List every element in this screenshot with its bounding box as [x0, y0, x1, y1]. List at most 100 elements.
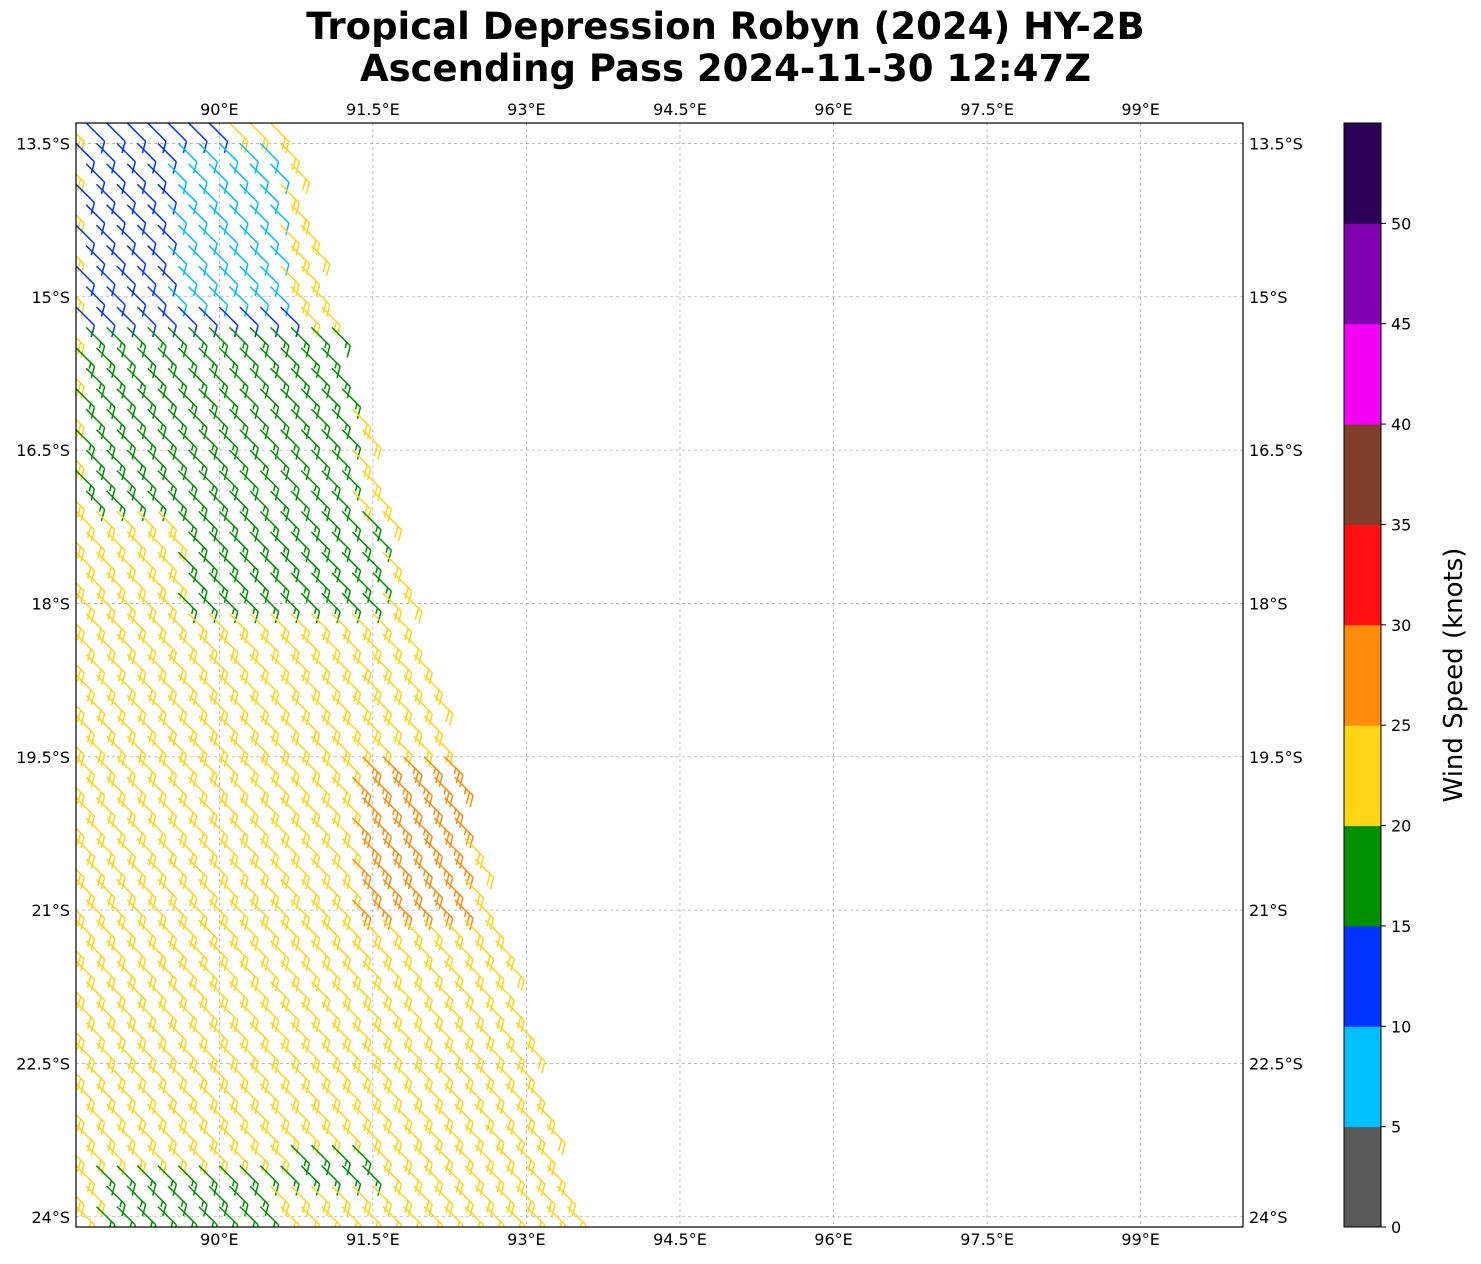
wind-barb: [106, 776, 126, 808]
wind-barb: [177, 878, 198, 910]
wind-barb: [300, 388, 321, 419]
colorbar-title: Wind Speed (knots): [1439, 548, 1469, 803]
wind-barb: [259, 470, 280, 501]
wind-barb: [126, 940, 147, 971]
wind-barb: [484, 1001, 505, 1033]
wind-barb: [147, 1226, 149, 1227]
wind-barb: [208, 654, 229, 685]
wind-barb: [269, 776, 290, 808]
wind-barb: [382, 510, 403, 542]
wind-barb: [321, 592, 341, 624]
wind-barb: [229, 817, 249, 849]
wind-barb: [147, 776, 167, 808]
wind-barb: [269, 367, 290, 399]
y-tick-label-right: 13.5°S: [1249, 134, 1303, 153]
wind-barb: [116, 347, 137, 379]
wind-barb: [362, 715, 382, 747]
wind-barb: [269, 735, 290, 767]
wind-barb: [525, 1124, 546, 1155]
wind-barb: [126, 1022, 147, 1053]
wind-barb: [331, 572, 352, 603]
wind-barb: [136, 265, 157, 297]
wind-barb: [198, 183, 218, 215]
wind-barb: [239, 510, 259, 542]
wind-barb: [229, 940, 249, 971]
wind-barb: [290, 1103, 311, 1135]
wind-barb: [116, 838, 137, 869]
wind-barb: [341, 756, 362, 787]
wind-barb: [259, 510, 280, 542]
wind-barb: [239, 1083, 259, 1115]
wind-barb: [249, 776, 270, 808]
wind-barb: [290, 776, 311, 808]
wind-barb: [76, 142, 96, 174]
wind-barb: [321, 1001, 341, 1033]
colorbar-tick-label: 35: [1391, 515, 1411, 534]
wind-barb: [300, 265, 321, 297]
wind-barb: [218, 1083, 239, 1115]
wind-barb: [433, 694, 454, 726]
wind-barb: [321, 388, 341, 419]
wind-barb: [372, 613, 393, 644]
wind-barb: [362, 429, 382, 460]
wind-barb: [495, 1103, 515, 1135]
wind-barb: [76, 429, 96, 460]
wind-barb: [198, 142, 218, 174]
wind-barb: [229, 286, 249, 317]
wind-barb: [464, 1042, 485, 1074]
wind-barb: [177, 1165, 198, 1196]
wind-barb: [249, 531, 270, 563]
wind-barb: [147, 326, 167, 358]
wind-barb: [177, 306, 198, 338]
wind-barb: [167, 981, 188, 1012]
wind-barb: [403, 919, 423, 951]
wind-barb: [454, 1226, 456, 1227]
wind-barb: [310, 286, 331, 317]
wind-barb: [536, 1103, 556, 1135]
wind-barb: [270, 1226, 272, 1227]
wind-barb: [484, 1165, 505, 1196]
wind-barb: [239, 224, 259, 256]
wind-barb: [218, 592, 239, 624]
wind-barb: [76, 213, 85, 235]
wind-barb: [484, 1083, 505, 1115]
wind-barb: [280, 306, 300, 338]
wind-barb: [351, 1062, 372, 1094]
wind-barb: [341, 838, 362, 869]
wind-barb: [249, 490, 270, 522]
wind-barb: [290, 858, 311, 890]
wind-barb: [116, 715, 137, 747]
wind-barb: [76, 173, 85, 195]
wind-barb: [310, 449, 331, 481]
wind-barb: [106, 981, 126, 1012]
wind-barb: [403, 1165, 423, 1196]
wind-barb: [382, 756, 403, 787]
wind-barb: [76, 838, 96, 869]
wind-barb: [239, 960, 259, 992]
wind-barb: [95, 715, 116, 747]
wind-barb: [239, 183, 259, 215]
wind-barb: [269, 531, 290, 563]
wind-barb: [280, 1042, 300, 1074]
wind-barb: [515, 1144, 536, 1176]
wind-barb: [126, 654, 147, 685]
wind-barb: [95, 1165, 116, 1196]
wind-barb: [76, 551, 96, 583]
wind-barb: [341, 429, 362, 460]
wind-barb: [403, 715, 423, 747]
wind-barb: [167, 694, 188, 726]
colorbar-tick-label: 0: [1391, 1218, 1401, 1237]
wind-barb: [167, 1144, 188, 1176]
wind-barb: [464, 1124, 485, 1155]
wind-barb: [85, 408, 106, 440]
wind-barb: [157, 470, 178, 501]
wind-barb: [474, 1144, 495, 1176]
wind-barb: [310, 899, 331, 931]
wind-barb: [229, 1022, 249, 1053]
wind-barb: [280, 592, 300, 624]
wind-barb: [208, 776, 229, 808]
wind-barb: [95, 1083, 116, 1115]
wind-barb: [126, 1144, 147, 1176]
wind-barb: [331, 981, 352, 1012]
wind-barb: [331, 899, 352, 931]
